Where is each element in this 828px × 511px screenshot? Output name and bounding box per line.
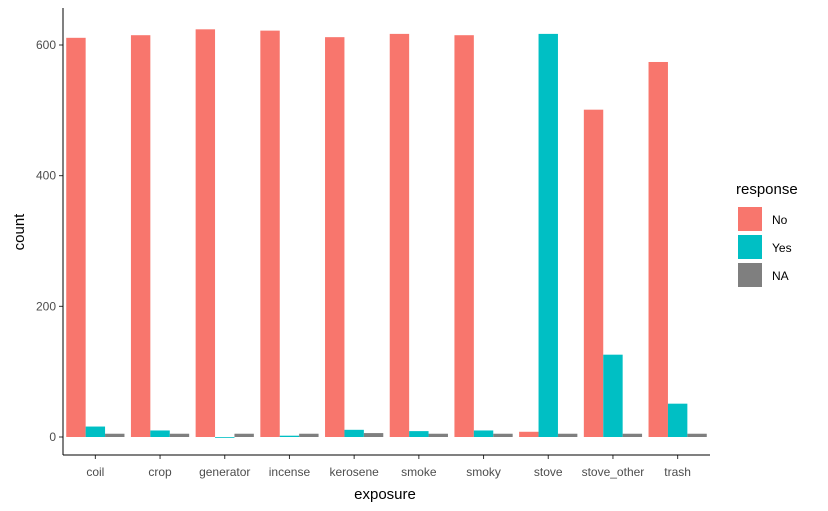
bar-incense-na [299, 433, 319, 437]
bar-smoky-no [454, 35, 474, 437]
bar-trash-no [648, 61, 668, 438]
bar-stove_other-yes [603, 354, 623, 437]
legend-label-yes: Yes [772, 241, 792, 255]
y-tick-label: 400 [36, 169, 56, 183]
bar-stove_other-no [583, 109, 604, 438]
bar-smoky-yes [473, 430, 494, 437]
y-tick-label: 600 [36, 38, 56, 52]
y-axis-ticks: 0 200 400 600 [36, 38, 63, 444]
y-axis-title: count [11, 213, 28, 251]
bar-coil-na [105, 433, 125, 437]
bar-incense-yes [279, 435, 300, 437]
x-tick-label-generator: generator [199, 465, 250, 479]
legend-key-na [738, 263, 762, 287]
bar-stove-na [557, 433, 578, 437]
bar-coil-no [66, 37, 86, 438]
bar-generator-no [195, 29, 216, 437]
bar-stove-no [519, 431, 539, 437]
legend-label-no: No [772, 213, 788, 227]
x-tick-label-incense: incense [269, 465, 311, 479]
y-tick-label: 0 [49, 430, 56, 444]
bar-kerosene-no [325, 37, 345, 437]
legend-key-no [738, 207, 762, 231]
bar-smoke-na [428, 433, 448, 437]
x-tick-label-trash: trash [664, 465, 691, 479]
legend-label-na: NA [772, 269, 789, 283]
x-tick-label-smoke: smoke [401, 465, 437, 479]
x-tick-label-stove_other: stove_other [582, 465, 645, 479]
y-tick-label: 200 [36, 299, 56, 313]
bar-coil-yes [85, 426, 106, 437]
bar-trash-na [687, 433, 707, 437]
bars [66, 29, 707, 438]
bar-kerosene-na [363, 433, 384, 437]
x-tick-label-coil: coil [86, 465, 104, 479]
bar-incense-no [260, 30, 280, 437]
bar-crop-na [169, 433, 190, 437]
x-tick-label-kerosene: kerosene [329, 465, 379, 479]
bar-generator-yes [215, 437, 235, 438]
bar-stove-yes [538, 33, 558, 437]
legend-key-yes [738, 235, 762, 259]
bar-crop-yes [150, 430, 170, 437]
x-tick-label-stove: stove [534, 465, 563, 479]
bar-smoky-na [493, 433, 513, 437]
x-axis-ticks: coil crop generator incense kerosene smoke smo… [86, 455, 691, 479]
x-tick-label-smoky: smoky [466, 465, 501, 479]
bar-stove_other-na [622, 433, 643, 437]
legend: response No Yes NA [736, 181, 798, 287]
x-axis-title: exposure [354, 486, 416, 503]
bar-crop-no [130, 35, 151, 437]
bar-trash-yes [667, 403, 688, 437]
x-tick-label-crop: crop [148, 465, 172, 479]
bar-generator-na [234, 433, 254, 437]
bar-smoke-no [389, 33, 410, 437]
legend-title: response [736, 181, 798, 198]
bar-smoke-yes [409, 431, 429, 437]
bar-kerosene-yes [344, 429, 364, 437]
